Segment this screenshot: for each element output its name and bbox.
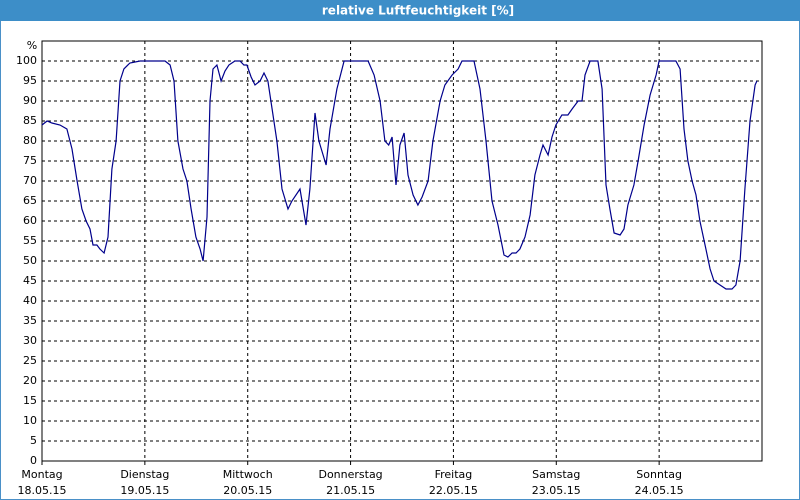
x-tick-date: 22.05.15	[429, 484, 478, 497]
y-tick-label: 45	[23, 274, 37, 287]
y-tick-label: 70	[23, 174, 37, 187]
title-bar	[0, 0, 800, 21]
y-tick-label: 55	[23, 234, 37, 247]
plot-area	[42, 41, 762, 461]
x-tick-label: Dienstag	[120, 468, 169, 481]
x-tick-label: Samstag	[532, 468, 580, 481]
x-tick-date: 24.05.15	[635, 484, 684, 497]
y-tick-label: 95	[23, 74, 37, 87]
y-tick-label: 85	[23, 114, 37, 127]
y-tick-label: 15	[23, 394, 37, 407]
y-tick-label: 75	[23, 154, 37, 167]
x-tick-date: 21.05.15	[326, 484, 375, 497]
y-tick-label: 0	[30, 454, 37, 467]
x-tick-date: 18.05.15	[18, 484, 67, 497]
y-tick-label: 60	[23, 214, 37, 227]
y-tick-label: 25	[23, 354, 37, 367]
y-tick-label: 20	[23, 374, 37, 387]
y-tick-label: 90	[23, 94, 37, 107]
y-tick-label: 5	[30, 434, 37, 447]
y-tick-label: 65	[23, 194, 37, 207]
chart-title: relative Luftfeuchtigkeit [%]	[322, 4, 514, 18]
y-tick-label: 80	[23, 134, 37, 147]
data-line	[41, 60, 758, 290]
x-tick-date: 19.05.15	[120, 484, 169, 497]
x-tick-date: 20.05.15	[223, 484, 272, 497]
y-tick-label: 35	[23, 314, 37, 327]
y-tick-label: 100	[16, 54, 37, 67]
y-tick-label: 50	[23, 254, 37, 267]
x-tick-date: 23.05.15	[532, 484, 581, 497]
x-tick-label: Sonntag	[636, 468, 682, 481]
y-tick-label: 40	[23, 294, 37, 307]
x-tick-label: Donnerstag	[318, 468, 382, 481]
y-unit: %	[27, 39, 37, 52]
y-tick-label: 10	[23, 414, 37, 427]
x-tick-label: Freitag	[435, 468, 473, 481]
x-tick-label: Mittwoch	[223, 468, 273, 481]
y-tick-label: 30	[23, 334, 37, 347]
plot-frame	[41, 40, 763, 462]
x-tick-label: Montag	[21, 468, 62, 481]
